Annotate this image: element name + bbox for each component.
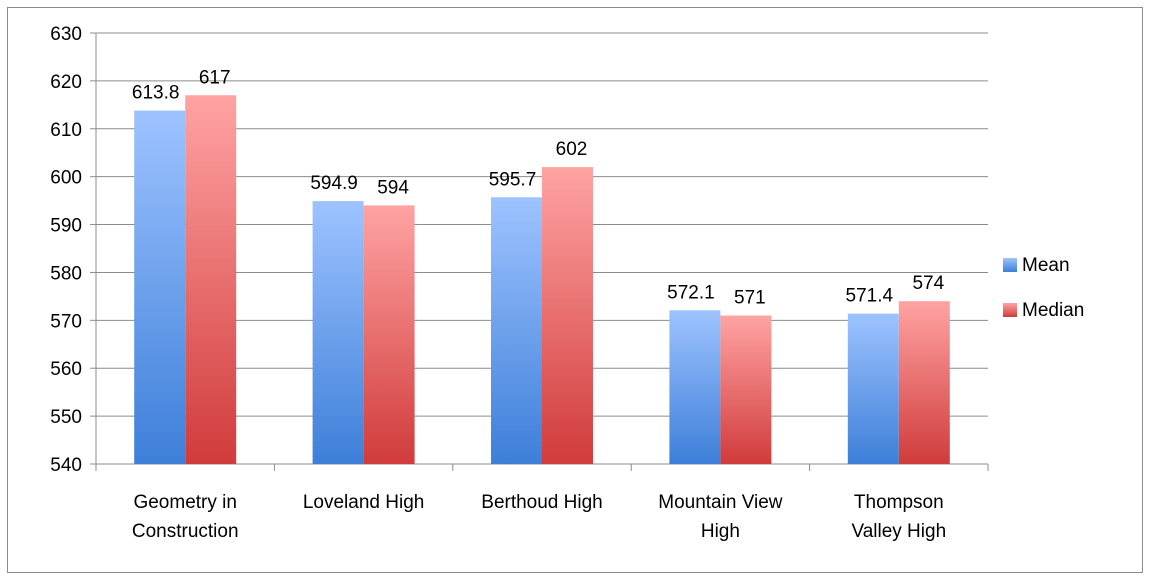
data-labels: 613.8 617 594.9 594 595.7 602 572.1 571 571.4 574 — [132, 67, 945, 308]
bar-median — [720, 315, 772, 464]
y-tick-label: 630 — [50, 24, 82, 45]
bars — [134, 95, 950, 465]
legend-swatch-median — [1003, 303, 1017, 317]
bar-median — [185, 95, 237, 464]
y-tick-label: 590 — [50, 216, 82, 237]
y-tick-label: 560 — [50, 359, 82, 380]
x-tick-label: Berthoud High — [481, 492, 602, 513]
x-tick-label: Thompson Valley High — [851, 492, 946, 542]
bar-mean — [312, 201, 364, 464]
data-label-median: 594 — [377, 177, 409, 198]
legend-swatch-mean — [1003, 258, 1017, 272]
y-tick-label: 620 — [50, 72, 82, 93]
data-label-median: 617 — [199, 67, 231, 88]
y-tick-label: 580 — [50, 263, 82, 284]
legend-label-mean: Mean — [1022, 255, 1070, 276]
data-label-median: 571 — [734, 288, 766, 309]
data-label-mean: 595.7 — [489, 169, 537, 190]
bar-mean — [669, 310, 721, 464]
bar-median — [363, 205, 415, 464]
x-tick-label: Mountain View High — [658, 492, 783, 542]
data-label-median: 602 — [556, 139, 588, 160]
bar-mean — [134, 110, 186, 464]
y-tick-label: 570 — [50, 311, 82, 332]
y-tick-label: 540 — [50, 455, 82, 476]
data-label-median: 574 — [912, 273, 944, 294]
bar-median — [542, 167, 593, 465]
bar-mean — [491, 197, 542, 464]
data-label-mean: 613.8 — [132, 83, 180, 104]
axes: 540 550 560 570 580 590 600 610 620 630 Geometry i… — [50, 24, 989, 542]
bar-median — [898, 301, 950, 464]
data-label-mean: 572.1 — [667, 282, 715, 303]
legend-label-median: Median — [1022, 300, 1084, 321]
y-tick-label: 550 — [50, 407, 82, 428]
x-tick-label: Loveland High — [303, 492, 424, 513]
data-label-mean: 594.9 — [310, 173, 358, 194]
y-tick-label: 600 — [50, 168, 82, 189]
bar-mean — [847, 313, 899, 464]
legend: Mean Median — [1003, 255, 1084, 321]
x-tick-label: Geometry in Construction — [132, 492, 239, 542]
data-label-mean: 571.4 — [846, 286, 894, 307]
y-tick-label: 610 — [50, 120, 82, 141]
